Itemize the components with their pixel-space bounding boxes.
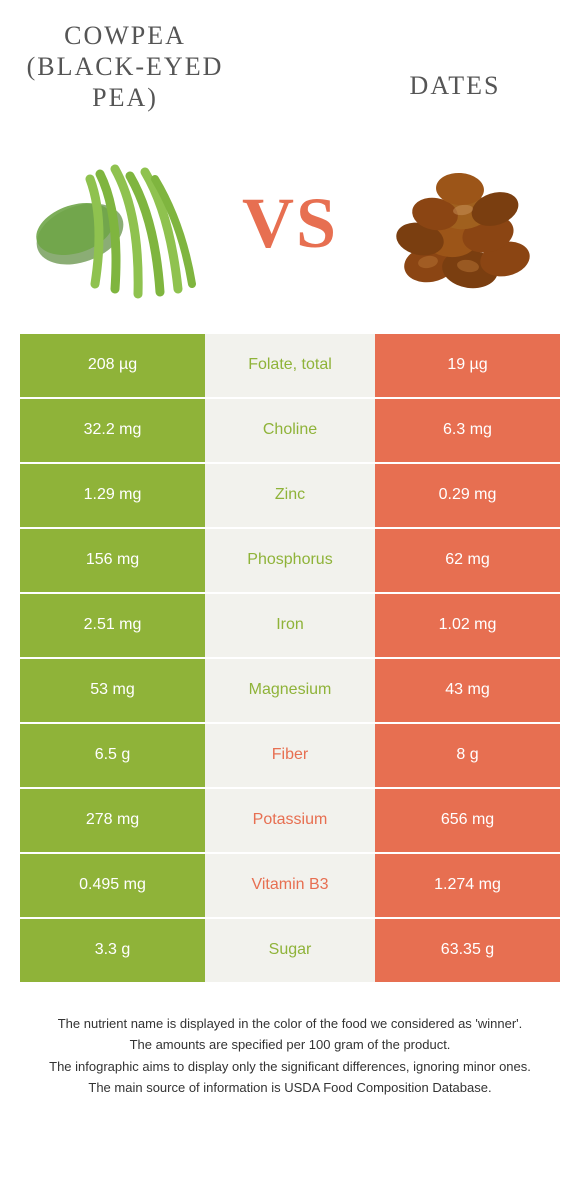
left-value-cell: 2.51 mg: [20, 594, 205, 657]
left-value-cell: 3.3 g: [20, 919, 205, 982]
left-food-header: Cowpea (Black-eyed pea): [20, 10, 230, 124]
right-value-cell: 1.02 mg: [375, 594, 560, 657]
footnote-line: The amounts are specified per 100 gram o…: [30, 1035, 550, 1055]
left-value-cell: 208 µg: [20, 334, 205, 397]
right-value-cell: 1.274 mg: [375, 854, 560, 917]
left-value-cell: 156 mg: [20, 529, 205, 592]
table-row: 3.3 gSugar63.35 g: [20, 919, 560, 982]
footnote-line: The nutrient name is displayed in the co…: [30, 1014, 550, 1034]
nutrient-name-cell: Choline: [205, 399, 375, 462]
left-value-cell: 1.29 mg: [20, 464, 205, 527]
title-line: (Black-eyed: [27, 52, 224, 81]
left-value-cell: 0.495 mg: [20, 854, 205, 917]
nutrient-name-cell: Zinc: [205, 464, 375, 527]
nutrient-name-cell: Phosphorus: [205, 529, 375, 592]
table-row: 6.5 gFiber8 g: [20, 724, 560, 787]
table-row: 0.495 mgVitamin B31.274 mg: [20, 854, 560, 917]
nutrient-name-cell: Iron: [205, 594, 375, 657]
table-row: 53 mgMagnesium43 mg: [20, 659, 560, 722]
left-value-cell: 53 mg: [20, 659, 205, 722]
footnote-line: The infographic aims to display only the…: [30, 1057, 550, 1077]
dates-icon: [360, 134, 560, 314]
table-row: 208 µgFolate, total19 µg: [20, 334, 560, 397]
title-line: Cowpea: [64, 21, 186, 50]
right-value-cell: 0.29 mg: [375, 464, 560, 527]
table-row: 2.51 mgIron1.02 mg: [20, 594, 560, 657]
right-food-title: Dates: [350, 10, 560, 111]
left-value-cell: 32.2 mg: [20, 399, 205, 462]
footnote-line: The main source of information is USDA F…: [30, 1078, 550, 1098]
table-row: 278 mgPotassium656 mg: [20, 789, 560, 852]
footnotes: The nutrient name is displayed in the co…: [0, 984, 580, 1098]
table-row: 32.2 mgCholine6.3 mg: [20, 399, 560, 462]
right-value-cell: 63.35 g: [375, 919, 560, 982]
title-line: pea): [92, 83, 158, 112]
right-value-cell: 62 mg: [375, 529, 560, 592]
images-row: VS: [0, 124, 580, 334]
right-value-cell: 656 mg: [375, 789, 560, 852]
left-food-title: Cowpea (Black-eyed pea): [20, 10, 230, 124]
left-value-cell: 278 mg: [20, 789, 205, 852]
nutrient-name-cell: Magnesium: [205, 659, 375, 722]
table-row: 156 mgPhosphorus62 mg: [20, 529, 560, 592]
right-food-header: Dates: [350, 10, 560, 111]
right-value-cell: 43 mg: [375, 659, 560, 722]
right-value-cell: 8 g: [375, 724, 560, 787]
vs-label: VS: [230, 182, 350, 265]
table-row: 1.29 mgZinc0.29 mg: [20, 464, 560, 527]
nutrient-name-cell: Vitamin B3: [205, 854, 375, 917]
right-value-cell: 6.3 mg: [375, 399, 560, 462]
nutrient-name-cell: Fiber: [205, 724, 375, 787]
right-value-cell: 19 µg: [375, 334, 560, 397]
green-beans-icon: [20, 134, 220, 314]
nutrient-name-cell: Sugar: [205, 919, 375, 982]
nutrient-name-cell: Potassium: [205, 789, 375, 852]
header: Cowpea (Black-eyed pea) Dates: [0, 0, 580, 124]
comparison-table: 208 µgFolate, total19 µg32.2 mgCholine6.…: [0, 334, 580, 982]
left-value-cell: 6.5 g: [20, 724, 205, 787]
left-food-image: [20, 134, 220, 314]
right-food-image: [360, 134, 560, 314]
nutrient-name-cell: Folate, total: [205, 334, 375, 397]
